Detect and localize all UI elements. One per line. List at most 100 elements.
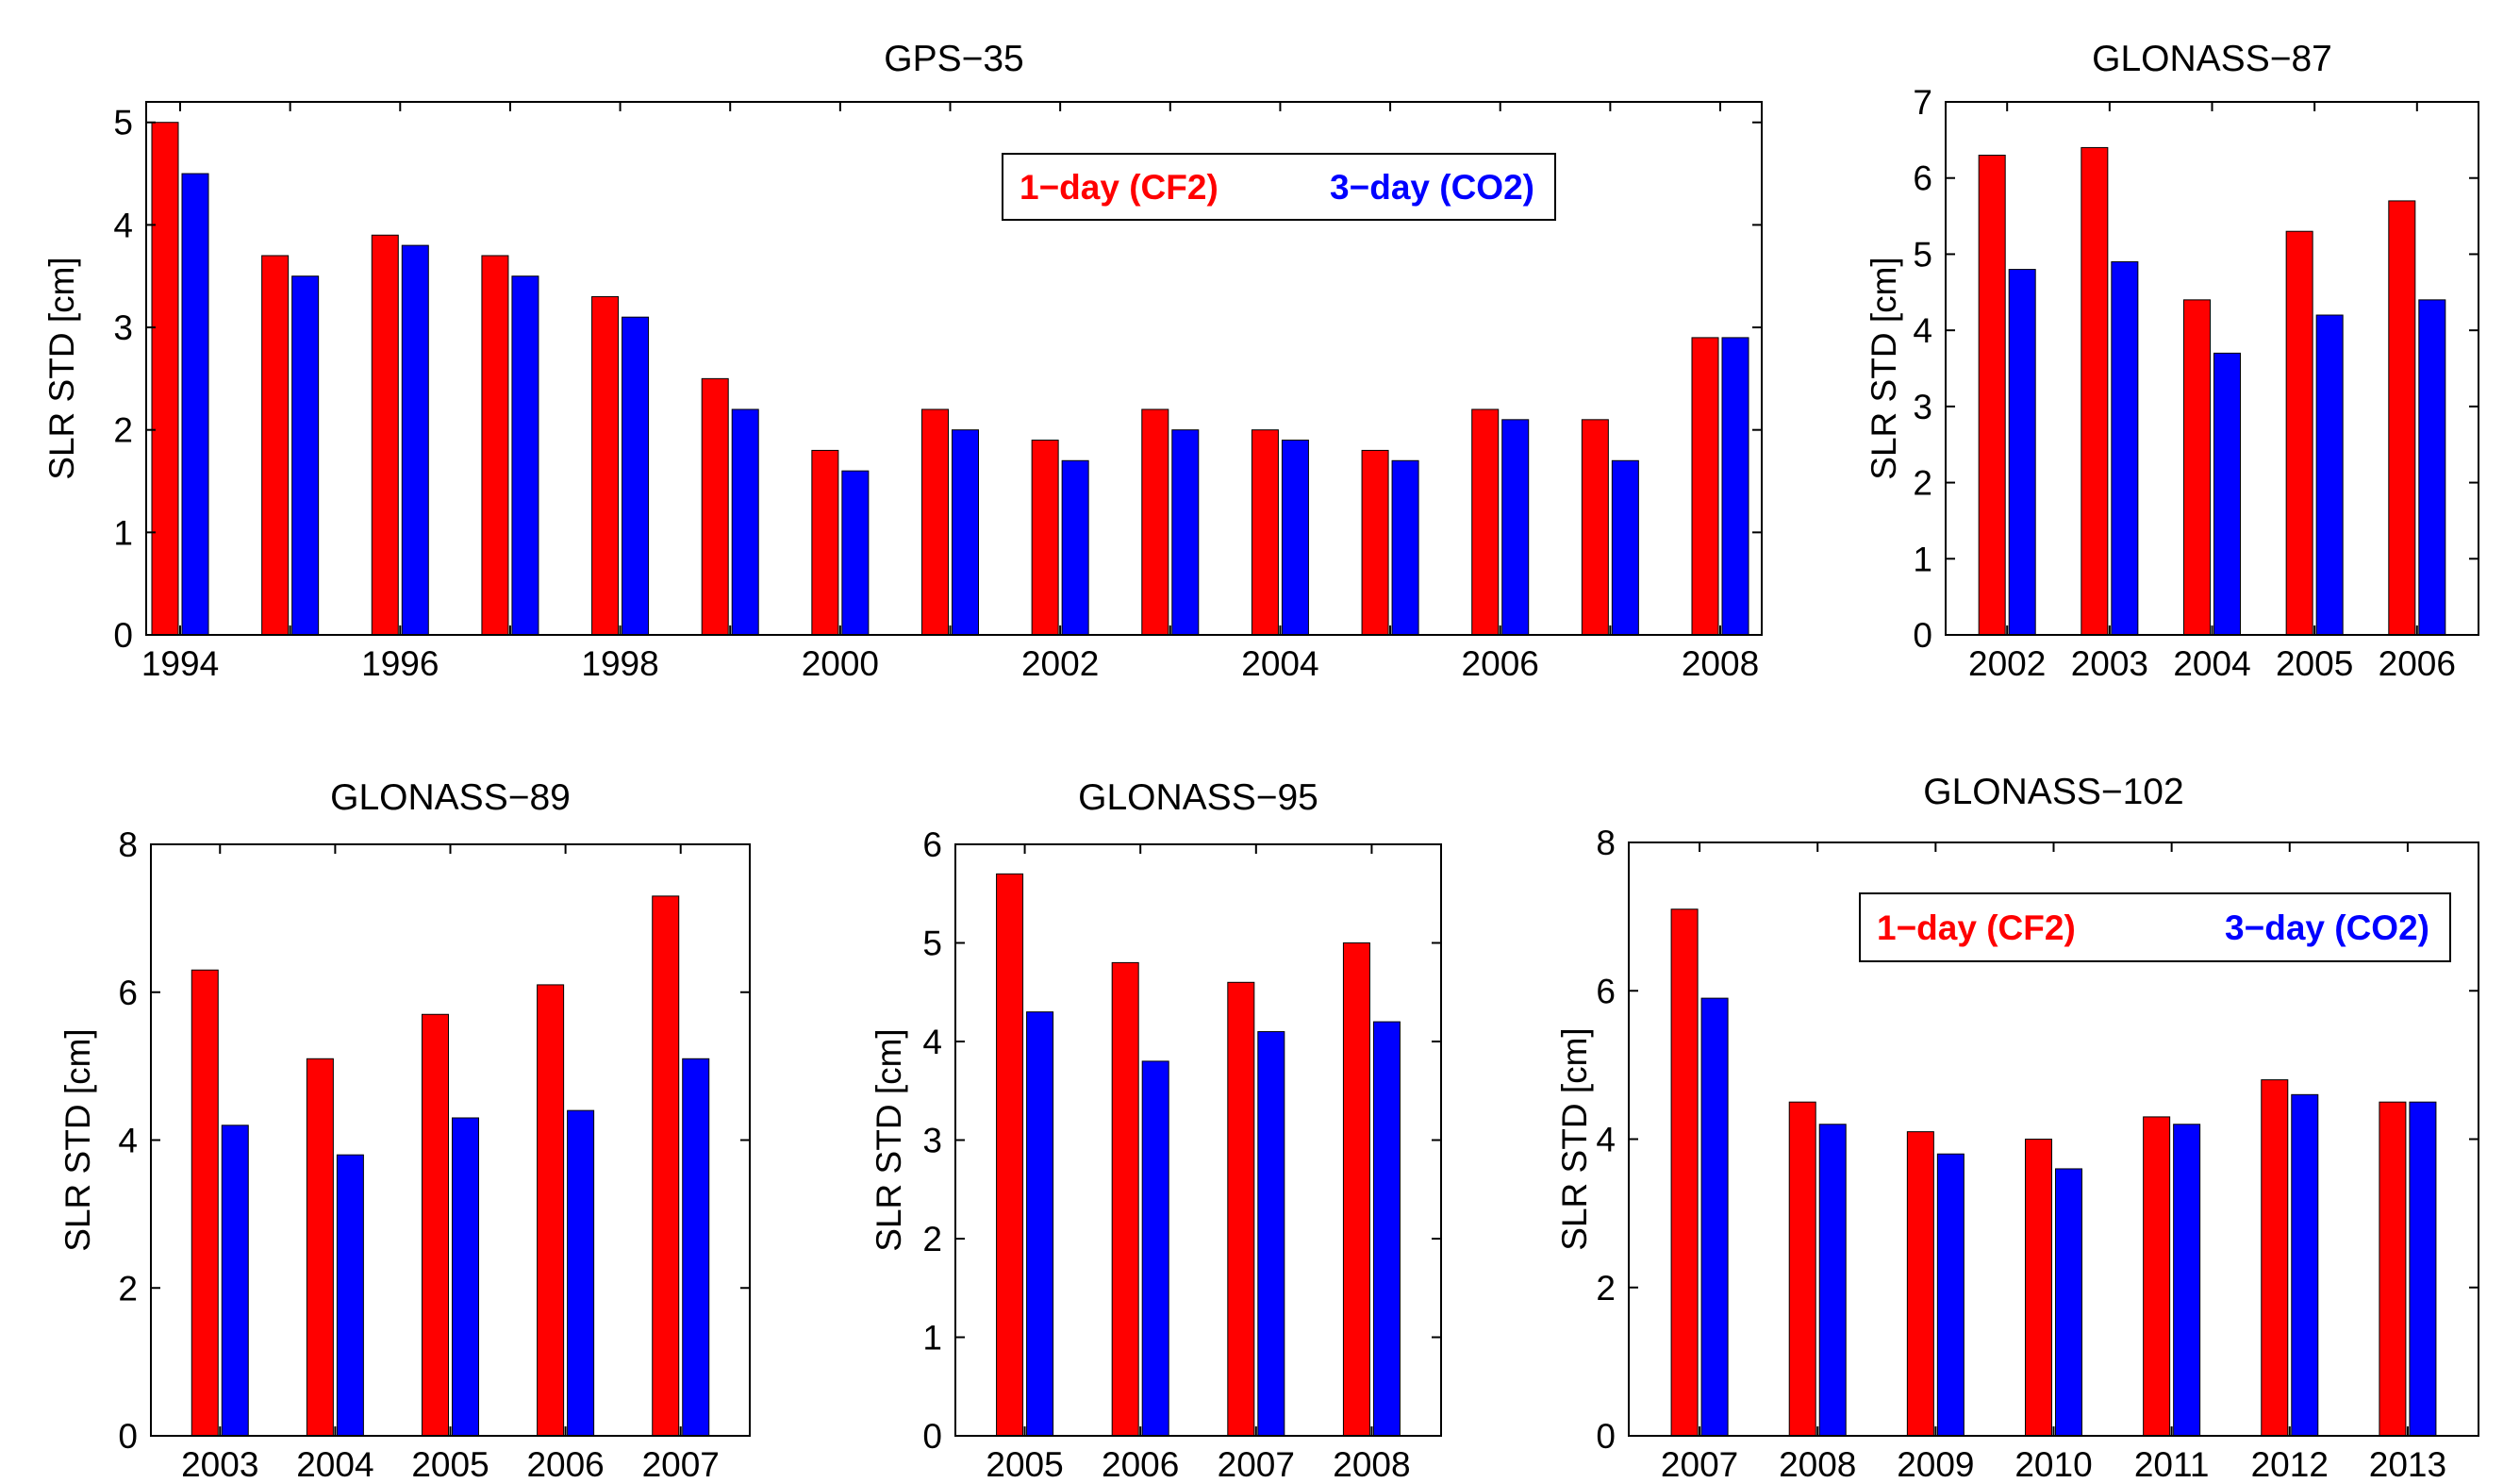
bar-1day-2010 [2025,1139,2052,1437]
x-tick-label: 2003 [2071,644,2148,683]
bar-1day-1994 [151,122,179,636]
legend-box [1859,892,2451,962]
bar-3day-2005 [452,1117,479,1437]
y-tick-label: 6 [922,825,942,864]
y-tick-label: 6 [1913,159,1932,198]
bar-1day-2013 [2379,1101,2407,1437]
x-tick-label: 2005 [986,1445,1063,1483]
bar-3day-2012 [2291,1093,2319,1437]
y-tick-label: 0 [922,1417,942,1456]
chart-title: GLONASS−102 [1923,772,2183,812]
x-tick-label: 2004 [1241,644,1318,683]
bar-1day-2007 [1670,908,1699,1437]
bar-1day-2003 [191,969,219,1437]
bar-3day-2007 [1611,459,1639,636]
bar-1day-2005 [2285,230,2313,636]
bar-3day-2004 [1281,440,1309,636]
bar-3day-2006 [567,1109,595,1437]
bar-3day-2006 [1141,1060,1169,1437]
legend-box [1002,153,1556,221]
y-tick-label: 3 [1913,388,1932,426]
bar-3day-2008 [1721,337,1749,636]
x-tick-label: 2007 [642,1445,720,1483]
bar-1day-2001 [921,408,949,636]
x-tick-label: 2008 [1682,644,1759,683]
y-tick-label: 1 [1913,540,1932,578]
bar-1day-2006 [2388,200,2416,636]
bar-1day-2004 [2183,299,2211,636]
y-tick-label: 8 [118,825,138,864]
x-tick-label: 2003 [181,1445,258,1483]
bar-3day-2007 [1700,997,1729,1437]
bar-3day-2006 [2418,299,2446,636]
bar-3day-2013 [2409,1101,2437,1437]
bar-3day-2009 [1936,1153,1965,1437]
y-axis-label: SLR STD [cm] [870,1028,908,1251]
x-tick-label: 2007 [1661,1445,1738,1483]
bar-1day-2008 [1788,1101,1816,1437]
y-tick-label: 6 [118,974,138,1012]
x-tick-label: 2002 [1968,644,2046,683]
bar-3day-2005 [1391,459,1419,636]
bar-1day-2007 [652,895,680,1437]
bar-1day-1995 [261,255,290,636]
y-tick-label: 1 [922,1319,942,1358]
y-axis-label: SLR STD [cm] [58,1028,97,1251]
x-tick-label: 2010 [2014,1445,2092,1483]
bar-3day-2008 [1818,1124,1847,1437]
y-axis-label: SLR STD [cm] [1865,257,1903,479]
bar-3day-2007 [1257,1031,1285,1437]
x-tick-label: 2005 [2276,644,2353,683]
chart-title: GLONASS−95 [1078,777,1318,818]
y-tick-label: 4 [922,1023,942,1061]
y-tick-label: 2 [118,1269,138,1308]
y-tick-label: 3 [113,308,133,347]
y-tick-label: 1 [113,513,133,552]
y-tick-label: 5 [1913,235,1932,274]
bar-3day-2003 [221,1125,249,1437]
bar-3day-2004 [2213,352,2241,636]
y-tick-label: 0 [1596,1417,1616,1456]
bar-1day-2007 [1581,419,1609,636]
bar-3day-2006 [1501,419,1530,636]
x-tick-label: 2008 [1779,1445,1856,1483]
x-tick-label: 2008 [1333,1445,1410,1483]
chart-title: GLONASS−89 [330,777,571,818]
x-tick-label: 2013 [2369,1445,2446,1483]
chart-panel-3: 0 2 4 6 8 2003 2004 2005 2006 2007 GLONASS−89 SLR S… [58,777,751,1483]
bar-1day-2008 [1342,942,1370,1437]
x-tick-label: 2006 [526,1445,604,1483]
bar-1day-2003 [2081,146,2109,636]
bar-1day-2004 [306,1058,334,1437]
y-tick-label: 4 [118,1122,138,1160]
bar-3day-2010 [2055,1168,2082,1437]
x-tick-label: 2000 [802,644,879,683]
bar-1day-2002 [1031,440,1059,636]
y-tick-label: 2 [1596,1269,1616,1308]
bar-1day-2002 [1978,155,2006,636]
y-tick-label: 5 [113,104,133,142]
y-tick-label: 0 [113,616,133,655]
legend-label-3day: 3−day (CO2) [1330,168,1534,207]
legend-label-1day: 1−day (CF2) [1020,168,1219,207]
bar-1day-2006 [537,984,565,1437]
bar-3day-1997 [511,275,539,636]
x-tick-label: 2005 [411,1445,489,1483]
bar-3day-1999 [731,408,759,636]
y-tick-label: 3 [922,1122,942,1160]
legend-label-3day: 3−day (CO2) [2225,908,2429,947]
bar-1day-2009 [1906,1131,1934,1437]
x-tick-label: 2012 [2251,1445,2329,1483]
bar-1day-2000 [811,449,839,636]
legend-label-1day: 1−day (CF2) [1877,908,2076,947]
bar-3day-2001 [952,429,979,636]
bar-1day-2005 [1361,449,1389,636]
y-tick-label: 4 [1913,311,1932,350]
bar-3day-2002 [1061,459,1089,636]
bar-1day-2007 [1227,981,1255,1437]
x-tick-label: 2002 [1021,644,1099,683]
bar-1day-2006 [1471,408,1500,636]
legend-glonass102: 1−day (CF2) 3−day (CO2) [1859,892,2451,962]
bar-1day-2011 [2143,1116,2171,1437]
